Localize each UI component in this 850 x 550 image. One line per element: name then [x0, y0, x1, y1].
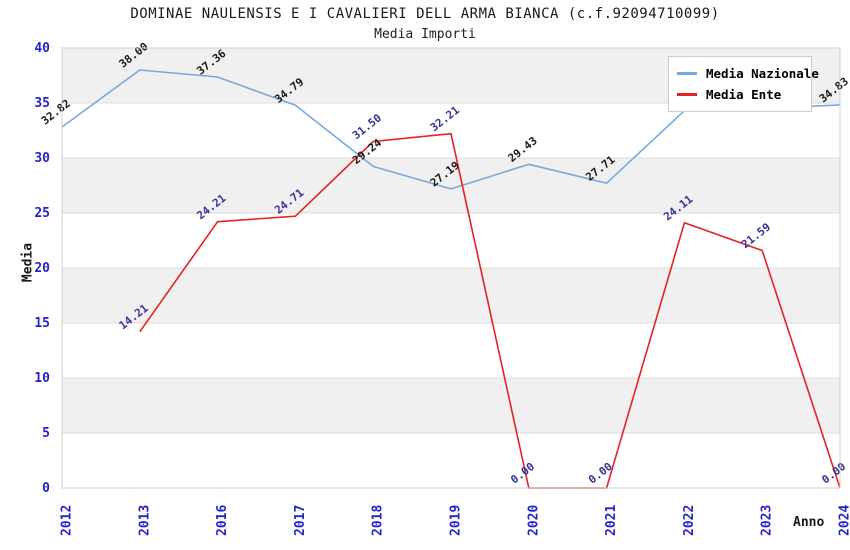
grid-band [62, 433, 840, 488]
plot-border [61, 47, 841, 489]
grid-band [62, 268, 840, 323]
grid-band [62, 213, 840, 268]
y-tick-label: 40 [34, 41, 50, 56]
grid-band [62, 158, 840, 213]
y-tick-label: 20 [34, 261, 50, 276]
x-tick-label: 2018 [371, 505, 386, 536]
legend-entry-media-nazionale: Media Nazionale [677, 66, 819, 81]
x-tick-label: 2024 [838, 505, 850, 536]
x-tick-label: 2013 [137, 505, 152, 536]
x-tick-label: 2023 [760, 505, 775, 536]
legend-entry-media-ente: Media Ente [677, 87, 803, 102]
x-tick-label: 2019 [449, 505, 464, 536]
x-tick-label: 2021 [604, 505, 619, 536]
y-tick-label: 15 [34, 316, 50, 331]
legend-label: Media Ente [706, 87, 782, 103]
legend: Media Nazionale Media Ente [668, 56, 819, 112]
x-tick-label: 2020 [526, 505, 541, 536]
grid-band [62, 378, 840, 433]
chart-title: DOMINAE NAULENSIS E I CAVALIERI DELL ARM… [130, 6, 720, 22]
x-tick-label: 2022 [682, 505, 697, 536]
y-tick-label: 10 [34, 371, 50, 386]
y-tick-label: 0 [42, 481, 50, 496]
x-tick-label: 2017 [293, 505, 308, 536]
x-tick-label: 2016 [215, 505, 230, 536]
y-tick-label: 30 [34, 151, 50, 166]
grid-band [62, 323, 840, 378]
chart-subtitle: Media Importi [374, 27, 476, 42]
grid-band [62, 103, 840, 158]
x-tick-label: 2012 [60, 505, 75, 536]
y-tick-label: 35 [34, 96, 50, 111]
y-tick-label: 5 [42, 426, 50, 441]
y-tick-label: 25 [34, 206, 50, 221]
x-axis-title: Anno [793, 515, 825, 530]
legend-swatch-blue-line [677, 71, 697, 75]
legend-swatch-red-line [677, 93, 697, 97]
legend-label: Media Nazionale [706, 65, 819, 81]
series-line-media-ente [139, 132, 841, 489]
